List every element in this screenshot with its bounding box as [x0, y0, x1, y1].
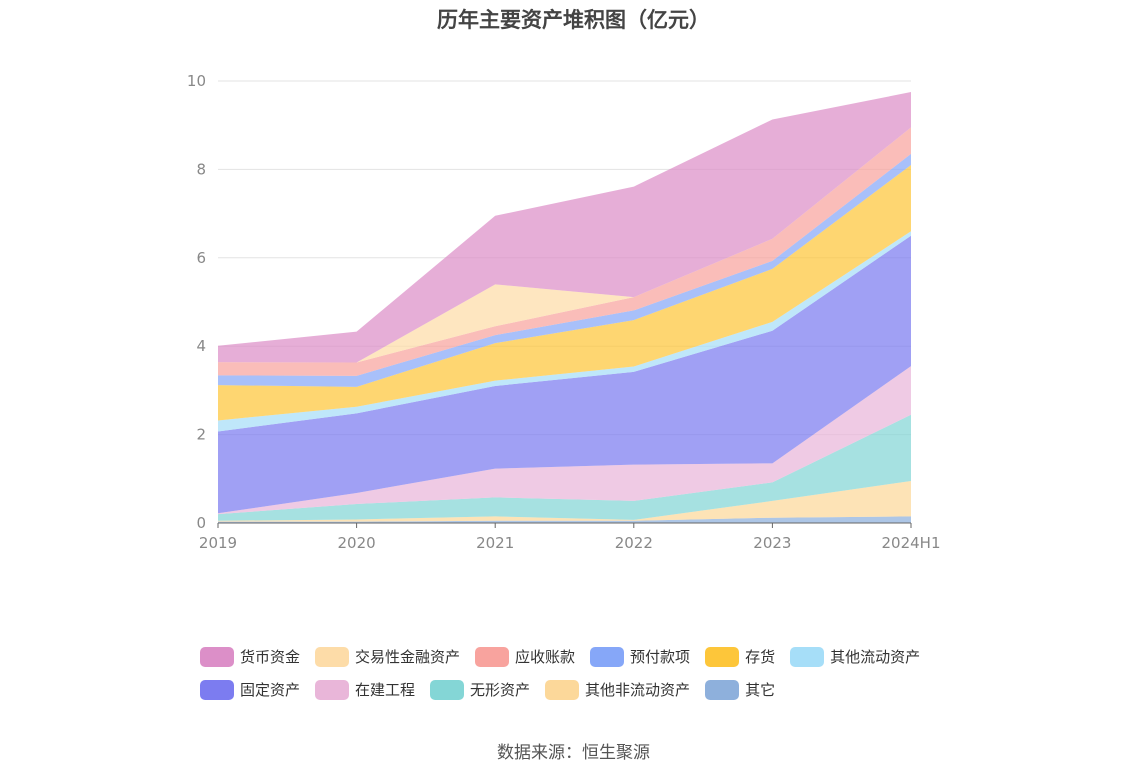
legend-item[interactable]: 其它: [705, 679, 775, 700]
stacked-area-chart: 0 2 4 6 8 10 2019 2020 2021 2022 2023 2024H1: [187, 72, 941, 552]
legend-item[interactable]: 存货: [705, 646, 775, 667]
legend-label: 无形资产: [470, 681, 531, 699]
y-tick-label: 4: [196, 337, 206, 355]
area-货币资金: [218, 92, 911, 363]
legend-swatch: [705, 646, 740, 667]
area-其他非流动资产: [218, 481, 911, 522]
legend-item[interactable]: 在建工程: [315, 679, 415, 700]
legend-swatch: [475, 646, 510, 667]
y-tick-label: 10: [187, 72, 206, 90]
legend-row-1: 货币资金 交易性金融资产 应收账款 预付款项 存货 其他流动资产: [200, 640, 1000, 673]
area-在建工程: [218, 366, 911, 515]
area-其它: [218, 516, 911, 523]
data-source: 数据来源：恒生聚源: [497, 743, 650, 763]
area-存货: [218, 164, 911, 421]
legend-swatch: [590, 646, 625, 667]
legend-item[interactable]: 交易性金融资产: [315, 646, 460, 667]
legend-label: 其它: [745, 681, 776, 699]
legend-swatch: [200, 646, 234, 667]
legend-label: 在建工程: [355, 681, 416, 699]
legend-item[interactable]: 其他流动资产: [790, 646, 920, 667]
legend-item[interactable]: 其他非流动资产: [545, 679, 690, 700]
legend-label: 交易性金融资产: [355, 648, 461, 666]
x-tick-label: 2024H1: [882, 534, 941, 552]
legend-label: 固定资产: [240, 681, 301, 699]
legend-item[interactable]: 固定资产: [200, 679, 300, 700]
legend-swatch: [790, 646, 825, 667]
legend-swatch: [200, 679, 234, 700]
x-tick-label: 2020: [338, 534, 376, 552]
legend: 货币资金 交易性金融资产 应收账款 预付款项 存货 其他流动资产 固定资产 在建工程 无形资产…: [200, 640, 1000, 706]
area-应收账款: [218, 127, 911, 376]
y-tick-label: 2: [196, 426, 206, 444]
y-tick-label: 8: [196, 160, 206, 178]
y-tick-label: 0: [196, 514, 206, 532]
legend-label: 其他非流动资产: [585, 681, 691, 699]
legend-swatch: [315, 646, 350, 667]
x-tick-label: 2023: [753, 534, 791, 552]
legend-label: 货币资金: [240, 648, 301, 666]
legend-label: 其他流动资产: [830, 648, 921, 666]
legend-swatch: [315, 679, 350, 700]
legend-item[interactable]: 应收账款: [475, 646, 575, 667]
legend-swatch: [705, 679, 740, 700]
legend-item[interactable]: 预付款项: [590, 646, 690, 667]
legend-swatch: [430, 679, 465, 700]
legend-label: 应收账款: [515, 648, 576, 666]
legend-label: 存货: [745, 648, 776, 666]
chart-title: 历年主要资产堆积图（亿元）: [437, 8, 710, 32]
area-无形资产: [218, 414, 911, 521]
axes: 2019 2020 2021 2022 2023 2024H1: [199, 522, 941, 552]
area-series: [218, 92, 911, 523]
y-tick-label: 6: [196, 249, 206, 267]
x-tick-label: 2019: [199, 534, 237, 552]
legend-item[interactable]: 货币资金: [200, 646, 300, 667]
legend-item[interactable]: 无形资产: [430, 679, 530, 700]
area-固定资产: [218, 235, 911, 514]
legend-row-2: 固定资产 在建工程 无形资产 其他非流动资产 其它: [200, 673, 1000, 706]
x-tick-label: 2021: [476, 534, 514, 552]
x-tick-label: 2022: [615, 534, 653, 552]
legend-label: 预付款项: [630, 648, 691, 666]
legend-swatch: [545, 679, 580, 700]
